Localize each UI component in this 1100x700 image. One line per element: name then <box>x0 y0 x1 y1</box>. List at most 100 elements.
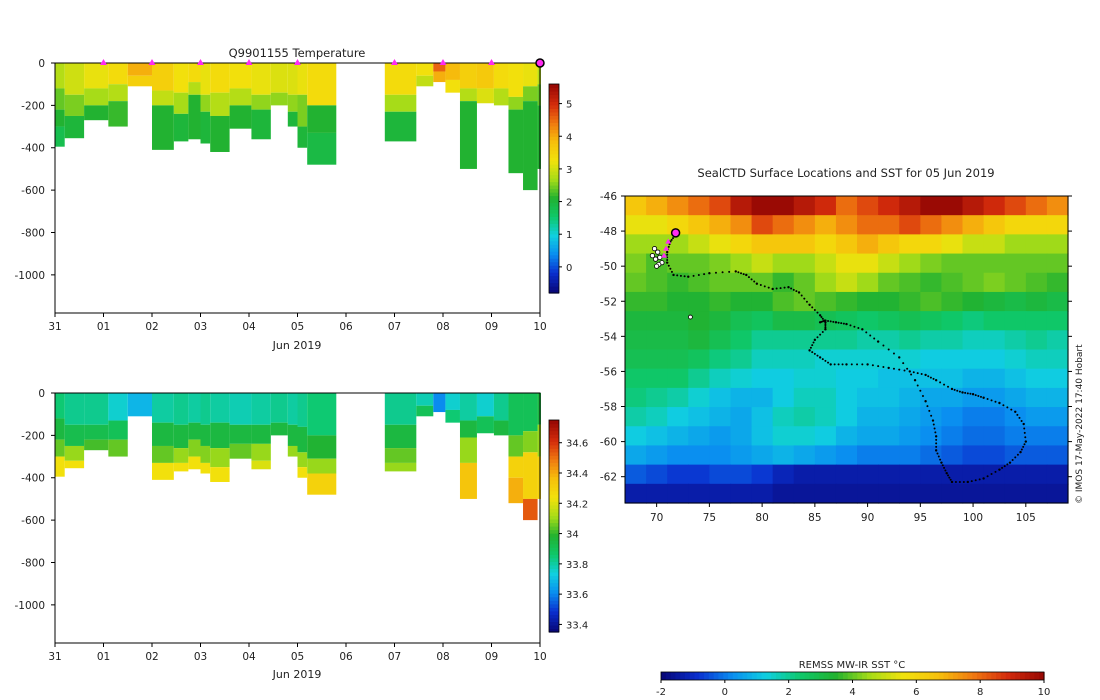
sst-cell <box>857 215 879 235</box>
sst-cell <box>793 445 816 466</box>
sst-cell <box>962 291 985 312</box>
sst-cell <box>814 407 837 427</box>
sst-cell <box>1046 464 1069 485</box>
profile-cell <box>152 462 174 480</box>
track-point <box>969 392 972 395</box>
map-x-tick-label: 105 <box>1016 512 1036 524</box>
sst-colorbar-swatch <box>833 672 839 680</box>
surface-marker <box>294 59 301 65</box>
profile-cell <box>108 420 128 440</box>
sst-colorbar: -2 0 2 4 6 8 10 <box>656 671 1050 698</box>
profile-cell <box>251 109 271 140</box>
profile-cell <box>384 94 417 112</box>
track-point <box>1011 459 1014 462</box>
profile-cell <box>445 393 460 410</box>
colorbar-swatch <box>549 118 559 123</box>
sst-cell <box>625 483 647 504</box>
track-point <box>990 473 993 476</box>
profile-cell <box>270 92 288 106</box>
sst-colorbar-swatch <box>981 672 988 680</box>
colorbar-swatch <box>549 167 559 172</box>
track-point <box>979 395 982 398</box>
track-point <box>821 358 824 361</box>
sst-colorbar-swatch <box>1024 672 1031 680</box>
sst-cell <box>814 272 837 293</box>
track-point <box>813 338 817 342</box>
colorbar-swatch <box>549 247 559 252</box>
sst-cell <box>1004 196 1027 216</box>
sst-cell <box>941 291 964 312</box>
sst-colorbar-swatch <box>857 672 863 680</box>
profile-cell <box>251 393 271 425</box>
profile-cell <box>127 393 152 417</box>
sst-cell <box>920 426 943 447</box>
profile-cell <box>459 101 477 169</box>
sst-cell <box>899 464 921 485</box>
profile-cell <box>188 422 201 440</box>
profile-cell <box>200 94 211 112</box>
track-point <box>832 320 835 323</box>
profile-location <box>654 263 660 269</box>
map-y-tick-label: -46 <box>600 191 617 203</box>
sst-cell <box>730 464 753 485</box>
track-point <box>933 427 936 430</box>
profile-cell <box>297 63 308 95</box>
track-point <box>950 480 954 484</box>
sst-cell <box>709 387 732 408</box>
profile-cell <box>270 422 288 436</box>
sst-cell <box>646 368 668 389</box>
profile-cell <box>459 420 477 438</box>
sst-cell <box>751 291 774 312</box>
sst-cell <box>625 311 647 331</box>
sst-cell <box>857 368 879 389</box>
track-point <box>811 344 814 347</box>
colorbar-swatch <box>549 579 559 584</box>
colorbar-swatch <box>549 434 559 439</box>
track-point <box>753 280 756 283</box>
track-point <box>824 328 827 331</box>
colorbar-swatch <box>549 146 559 151</box>
colorbar-swatch <box>549 185 559 190</box>
sst-colorbar-swatch <box>708 672 715 680</box>
sst-cell <box>962 445 985 466</box>
profile-cell <box>459 88 477 102</box>
sst-cell <box>751 426 774 447</box>
sst-cell <box>878 483 900 504</box>
sst-cell <box>1046 407 1069 427</box>
sst-cell <box>878 196 900 216</box>
sst-cell <box>667 368 689 389</box>
profile-cell <box>287 63 298 95</box>
colorbar-swatch <box>549 275 559 280</box>
track-point <box>816 336 819 339</box>
x-tick-label: 03 <box>194 651 207 663</box>
track-point <box>667 245 670 248</box>
sst-cell <box>920 368 943 389</box>
sst-cell <box>1046 272 1069 293</box>
track-point <box>824 359 827 362</box>
sst-cell <box>688 272 710 293</box>
track-point <box>833 363 836 366</box>
track-point <box>1023 443 1026 446</box>
colorbar-swatch <box>549 237 559 242</box>
sst-cell <box>646 234 668 255</box>
temperature-surface-markers <box>100 58 545 68</box>
profile-cell <box>229 105 252 129</box>
profile-cell <box>64 460 85 469</box>
map-x-tick-label: 100 <box>963 512 983 524</box>
colorbar-swatch <box>549 561 559 566</box>
profile-cell <box>188 94 201 140</box>
recent-marker <box>665 238 672 244</box>
sst-cell <box>1025 253 1048 274</box>
profile-cell <box>445 79 460 93</box>
temperature-x-ticks: 31 01 02 03 04 05 06 07 08 09 10 <box>48 313 547 333</box>
colorbar-swatch <box>549 226 559 231</box>
profile-cell <box>188 393 201 423</box>
track-point <box>971 393 975 396</box>
sst-colorbar-swatch <box>962 672 968 680</box>
profile-cell <box>508 477 524 504</box>
colorbar-swatch <box>549 268 559 273</box>
sst-cell <box>878 349 900 370</box>
sst-cell <box>772 445 795 466</box>
sst-cell <box>920 196 943 216</box>
sst-cell <box>772 349 795 370</box>
